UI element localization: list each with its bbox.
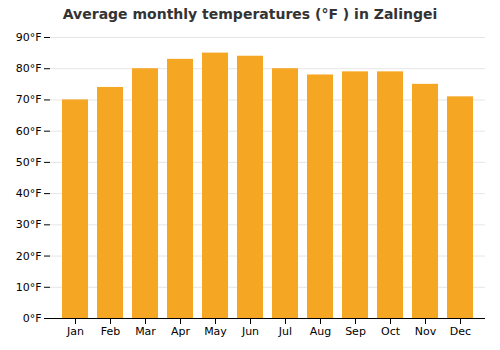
svg-text:Jun: Jun (241, 325, 259, 338)
svg-text:Aug: Aug (310, 325, 331, 338)
svg-text:10°F: 10°F (16, 281, 42, 294)
html-text:Average monthly temperatures (: Average monthly temperatures (°F ) in Za… (62, 6, 438, 22)
svg-text:Nov: Nov (415, 325, 437, 338)
svg-text:80°F: 80°F (16, 62, 42, 75)
svg-text:30°F: 30°F (16, 218, 42, 231)
svg-text:90°F: 90°F (16, 31, 42, 44)
svg-text:20°F: 20°F (16, 250, 42, 263)
svg-text:Dec: Dec (450, 325, 471, 338)
svg-text:Oct: Oct (381, 325, 401, 338)
svg-text:50°F: 50°F (16, 156, 42, 169)
svg-text:May: May (204, 325, 227, 338)
svg-text:70°F: 70°F (16, 93, 42, 106)
svg-text:0°F: 0°F (23, 312, 42, 325)
svg-text:Jan: Jan (66, 325, 84, 338)
svg-text:60°F: 60°F (16, 125, 42, 138)
svg-text:Mar: Mar (135, 325, 156, 338)
svg-text:Jul: Jul (278, 325, 292, 338)
svg-text:Sep: Sep (345, 325, 366, 338)
svg-text:40°F: 40°F (16, 187, 42, 200)
svg-text:Apr: Apr (171, 325, 191, 338)
svg-text:Feb: Feb (101, 325, 120, 338)
